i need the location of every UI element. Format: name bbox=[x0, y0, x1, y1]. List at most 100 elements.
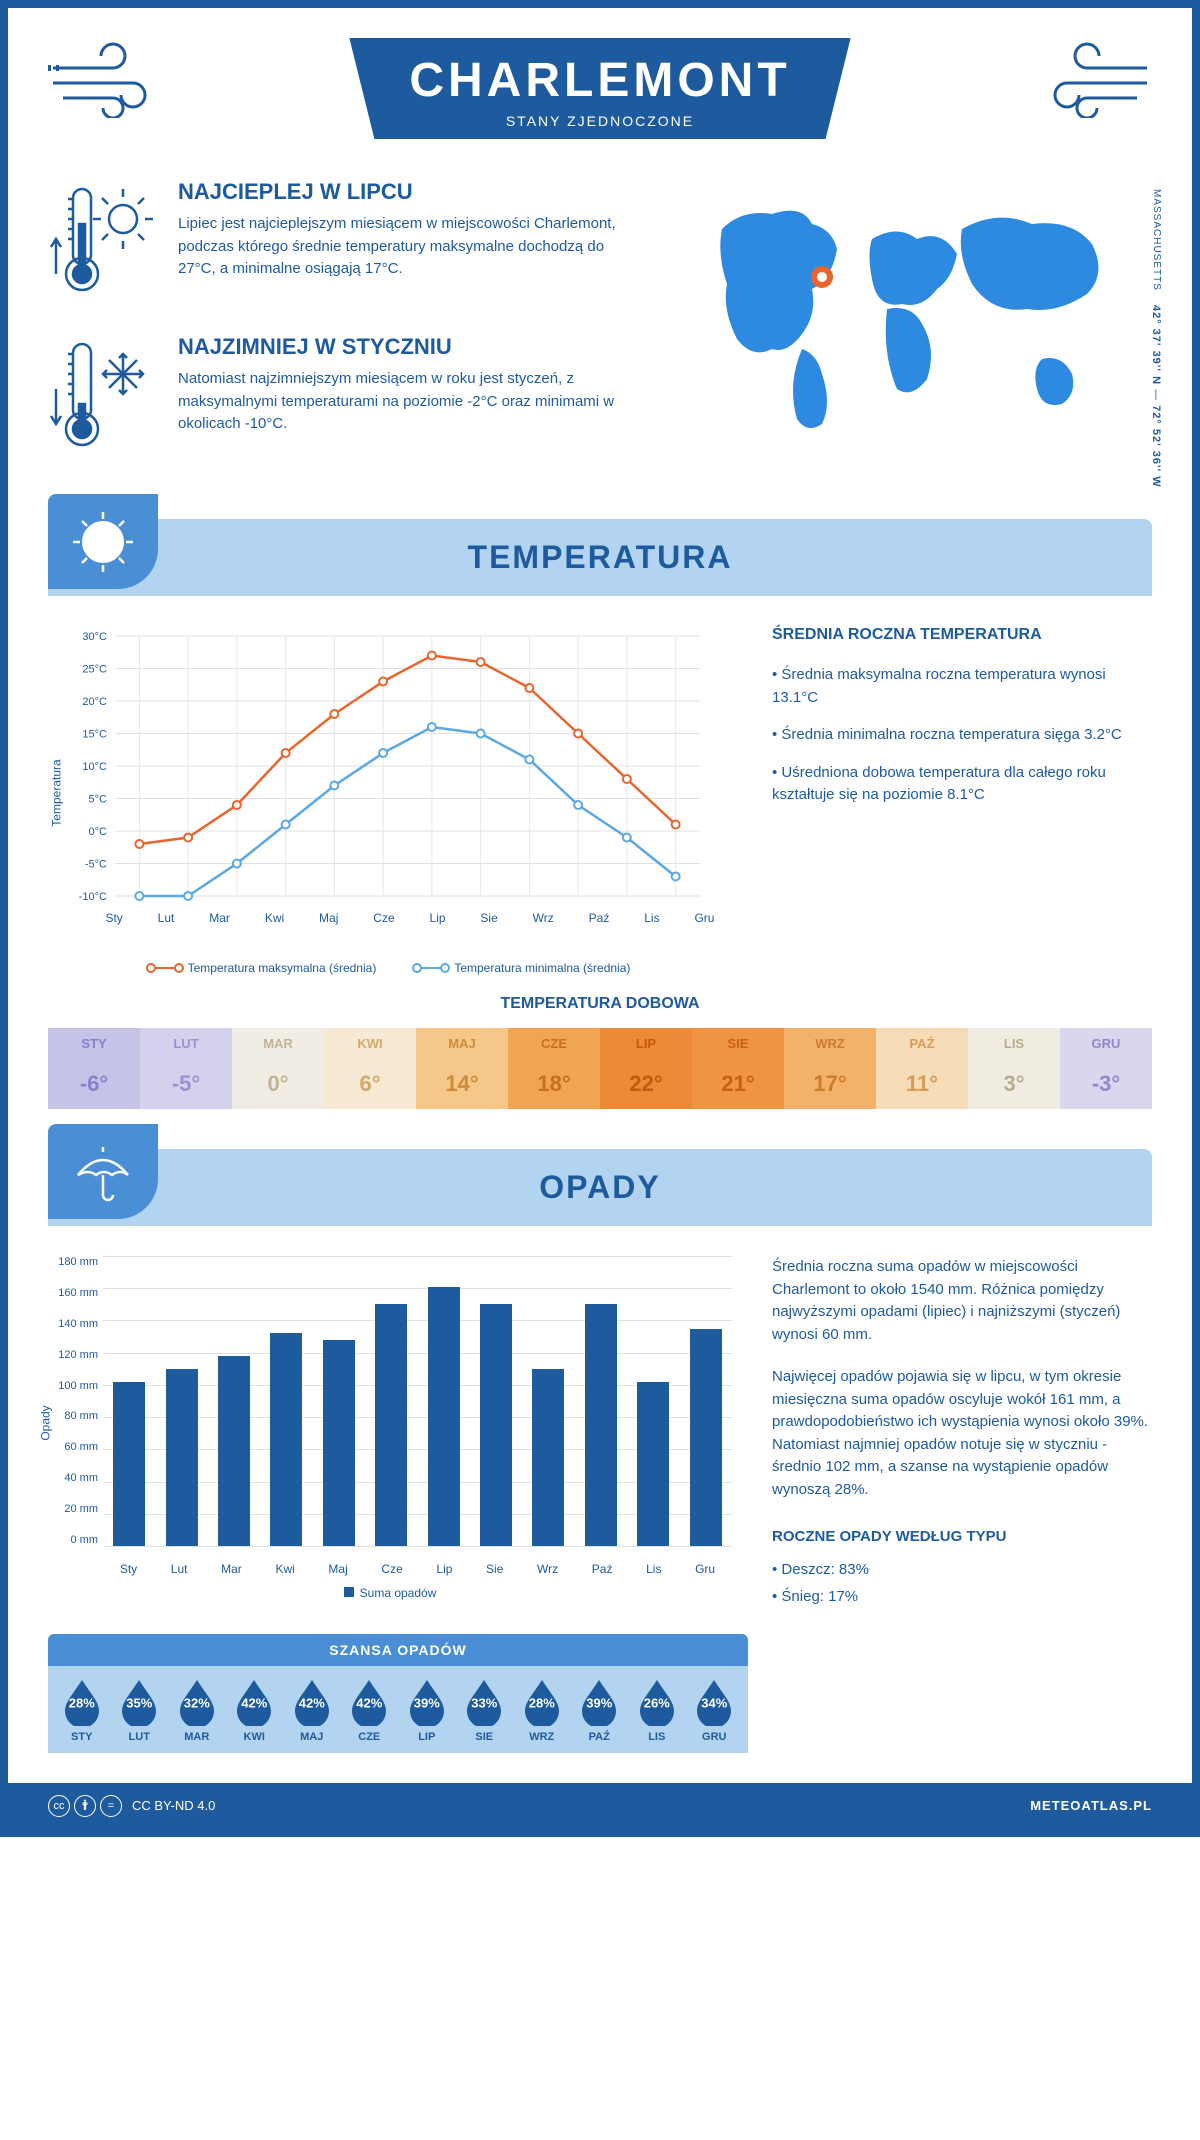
warmest-block: NAJCIEPLEJ W LIPCU Lipiec jest najcieple… bbox=[48, 179, 642, 304]
site-name: METEOATLAS.PL bbox=[1030, 1798, 1152, 1813]
precip-bar bbox=[218, 1356, 250, 1546]
precip-type-item: • Deszcz: 83% bbox=[772, 1559, 1152, 1582]
chance-cell: 39% LIP bbox=[398, 1676, 456, 1743]
sun-icon bbox=[48, 494, 158, 589]
chance-cell: 39% PAŹ bbox=[571, 1676, 629, 1743]
drop-icon: 39% bbox=[578, 1676, 620, 1726]
wind-icon-left bbox=[48, 38, 178, 118]
daily-month-cell: KWI bbox=[324, 1028, 416, 1059]
daily-temp-title: TEMPERATURA DOBOWA bbox=[48, 995, 1152, 1013]
thermometer-cold-icon bbox=[48, 334, 158, 459]
latitude: 42° 37' 39'' N bbox=[1150, 305, 1162, 385]
daily-month-cell: WRZ bbox=[784, 1028, 876, 1059]
world-map: MASSACHUSETTS 42° 37' 39'' N — 72° 52' 3… bbox=[672, 179, 1152, 489]
header-banner: CHARLEMONT STANY ZJEDNOCZONE bbox=[349, 38, 850, 139]
daily-month-cell: STY bbox=[48, 1028, 140, 1059]
daily-value-cell: 3° bbox=[968, 1059, 1060, 1109]
temperature-content: Temperatura 30°C25°C20°C15°C10°C5°C0°C-5… bbox=[8, 596, 1192, 995]
daily-value-cell: 18° bbox=[508, 1059, 600, 1109]
legend-min-label: Temperatura minimalna (średnia) bbox=[454, 961, 630, 975]
by-icon: 🛉 bbox=[74, 1795, 96, 1817]
coldest-block: NAJZIMNIEJ W STYCZNIU Natomiast najzimni… bbox=[48, 334, 642, 459]
longitude: 72° 52' 36'' W bbox=[1150, 405, 1162, 488]
precip-bar bbox=[690, 1329, 722, 1547]
svg-text:5°C: 5°C bbox=[89, 794, 108, 806]
drop-icon: 26% bbox=[636, 1676, 678, 1726]
precip-bar bbox=[585, 1304, 617, 1546]
precip-type-title: ROCZNE OPADY WEDŁUG TYPU bbox=[772, 1526, 1152, 1549]
precip-info-p1: Średnia roczna suma opadów w miejscowośc… bbox=[772, 1256, 1152, 1346]
daily-month-cell: SIE bbox=[692, 1028, 784, 1059]
svg-text:20°C: 20°C bbox=[82, 696, 107, 708]
daily-month-cell: MAR bbox=[232, 1028, 324, 1059]
daily-value-cell: -3° bbox=[1060, 1059, 1152, 1109]
daily-value-cell: 0° bbox=[232, 1059, 324, 1109]
chance-cell: 35% LUT bbox=[111, 1676, 169, 1743]
daily-month-cell: CZE bbox=[508, 1028, 600, 1059]
precip-bar bbox=[637, 1382, 669, 1546]
thermometer-hot-icon bbox=[48, 179, 158, 304]
daily-value-cell: 6° bbox=[324, 1059, 416, 1109]
temperature-info: ŚREDNIA ROCZNA TEMPERATURA • Średnia mak… bbox=[772, 626, 1152, 975]
svg-text:-10°C: -10°C bbox=[79, 891, 107, 903]
chance-cell: 34% GRU bbox=[686, 1676, 744, 1743]
daily-temperature: TEMPERATURA DOBOWA STYLUTMARKWIMAJCZELIP… bbox=[8, 995, 1192, 1149]
drop-icon: 32% bbox=[176, 1676, 218, 1726]
temp-info-item: • Średnia minimalna roczna temperatura s… bbox=[772, 724, 1152, 747]
footer: cc 🛉 = CC BY-ND 4.0 METEOATLAS.PL bbox=[8, 1783, 1192, 1829]
drop-icon: 42% bbox=[291, 1676, 333, 1726]
drop-icon: 34% bbox=[693, 1676, 735, 1726]
drop-icon: 33% bbox=[463, 1676, 505, 1726]
drop-icon: 42% bbox=[233, 1676, 275, 1726]
chance-title: SZANSA OPADÓW bbox=[48, 1634, 748, 1666]
warmest-title: NAJCIEPLEJ W LIPCU bbox=[178, 179, 642, 205]
precipitation-title: OPADY bbox=[48, 1169, 1152, 1206]
chance-cell: 26% LIS bbox=[628, 1676, 686, 1743]
precip-bar bbox=[166, 1369, 198, 1546]
drop-icon: 28% bbox=[61, 1676, 103, 1726]
precipitation-info: Średnia roczna suma opadów w miejscowośc… bbox=[772, 1256, 1152, 1614]
intro-section: NAJCIEPLEJ W LIPCU Lipiec jest najcieple… bbox=[8, 159, 1192, 519]
coldest-text: Natomiast najzimniejszym miesiącem w rok… bbox=[178, 368, 642, 436]
chance-cell: 28% WRZ bbox=[513, 1676, 571, 1743]
header: CHARLEMONT STANY ZJEDNOCZONE bbox=[8, 8, 1192, 159]
precip-bar bbox=[375, 1304, 407, 1546]
coordinates: MASSACHUSETTS 42° 37' 39'' N — 72° 52' 3… bbox=[1150, 189, 1162, 488]
cc-icons: cc 🛉 = bbox=[48, 1795, 122, 1817]
precipitation-chance: SZANSA OPADÓW 28% STY 35% LUT 32% MAR 42… bbox=[48, 1634, 748, 1753]
temperature-legend: Temperatura maksymalna (średnia) Tempera… bbox=[48, 961, 732, 975]
daily-value-cell: 17° bbox=[784, 1059, 876, 1109]
precip-bar bbox=[532, 1369, 564, 1546]
daily-value-cell: -5° bbox=[140, 1059, 232, 1109]
drop-icon: 28% bbox=[521, 1676, 563, 1726]
umbrella-icon bbox=[48, 1124, 158, 1219]
precip-info-p2: Najwięcej opadów pojawia się w lipcu, w … bbox=[772, 1366, 1152, 1501]
city-title: CHARLEMONT bbox=[409, 53, 790, 108]
precip-bar bbox=[323, 1340, 355, 1546]
daily-value-cell: 14° bbox=[416, 1059, 508, 1109]
daily-value-cell: 11° bbox=[876, 1059, 968, 1109]
precipitation-section-header: OPADY bbox=[48, 1149, 1152, 1226]
chance-cell: 33% SIE bbox=[456, 1676, 514, 1743]
chance-cell: 42% CZE bbox=[341, 1676, 399, 1743]
precipitation-content: Opady 180 mm160 mm140 mm120 mm100 mm80 m… bbox=[8, 1226, 1192, 1634]
daily-month-cell: LIP bbox=[600, 1028, 692, 1059]
precip-bar bbox=[428, 1287, 460, 1546]
warmest-text: Lipiec jest najcieplejszym miesiącem w m… bbox=[178, 213, 642, 281]
precip-type-item: • Śnieg: 17% bbox=[772, 1586, 1152, 1609]
daily-value-cell: -6° bbox=[48, 1059, 140, 1109]
svg-text:10°C: 10°C bbox=[82, 761, 107, 773]
temp-info-item: • Średnia maksymalna roczna temperatura … bbox=[772, 664, 1152, 709]
daily-value-cell: 22° bbox=[600, 1059, 692, 1109]
precip-bar bbox=[270, 1333, 302, 1546]
temp-info-item: • Uśredniona dobowa temperatura dla całe… bbox=[772, 762, 1152, 807]
daily-month-cell: LIS bbox=[968, 1028, 1060, 1059]
wind-icon-right bbox=[1022, 38, 1152, 118]
drop-icon: 39% bbox=[406, 1676, 448, 1726]
chance-cell: 42% KWI bbox=[226, 1676, 284, 1743]
temperature-title: TEMPERATURA bbox=[48, 539, 1152, 576]
cc-icon: cc bbox=[48, 1795, 70, 1817]
drop-icon: 35% bbox=[118, 1676, 160, 1726]
state-name: MASSACHUSETTS bbox=[1151, 189, 1162, 291]
temperature-section-header: TEMPERATURA bbox=[48, 519, 1152, 596]
